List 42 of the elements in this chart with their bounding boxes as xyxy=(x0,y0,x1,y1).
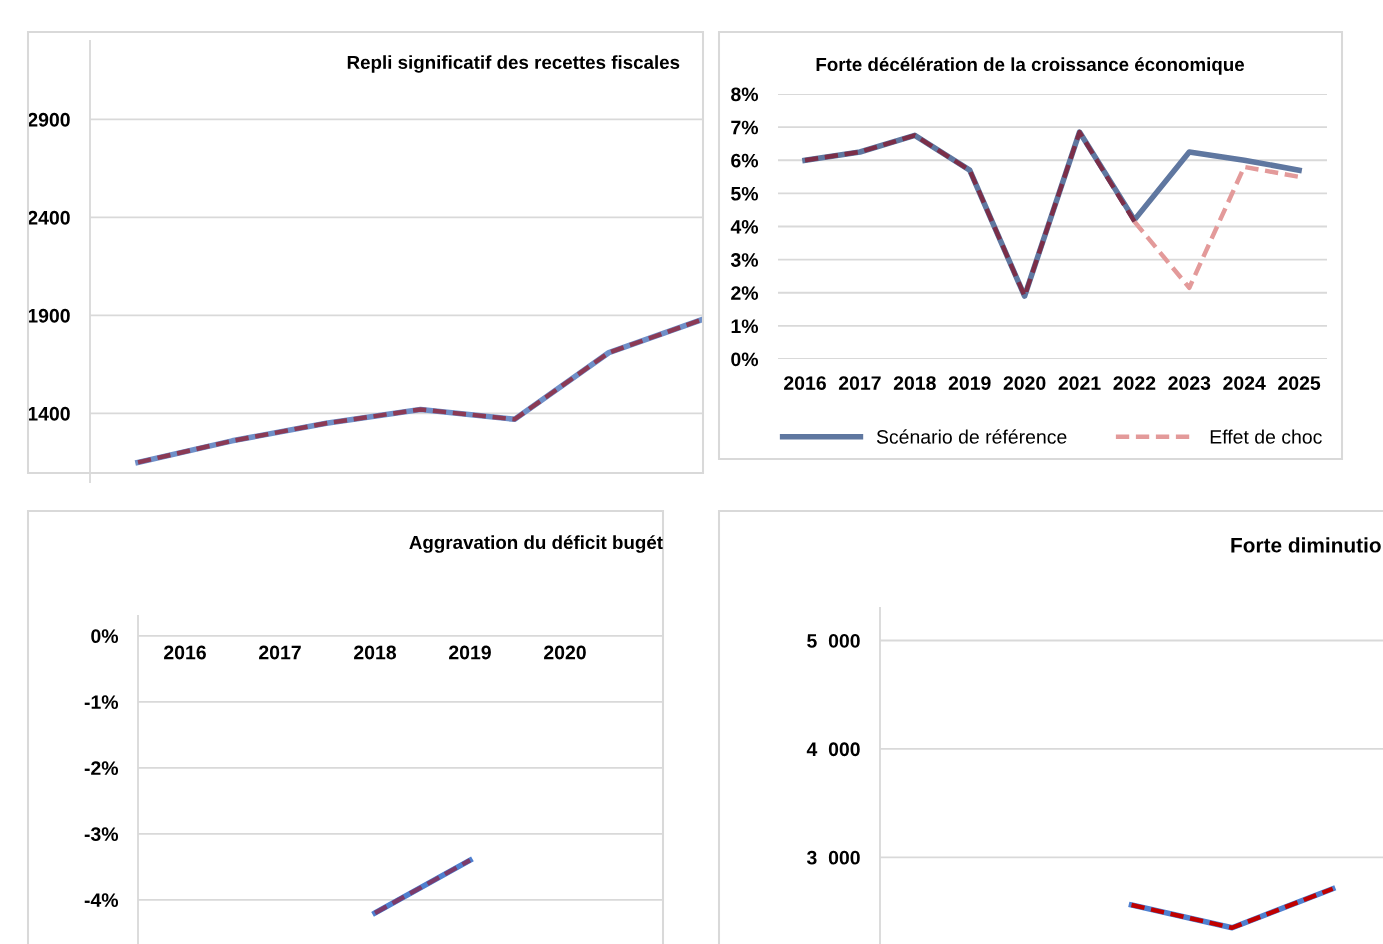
x-tick-label: 2017 xyxy=(838,376,881,390)
y-tick-label: 5% xyxy=(731,186,759,201)
chart-title: Forte diminutio xyxy=(1231,537,1381,553)
y-tick-label: -1% xyxy=(84,695,119,709)
y-tick-label: 1% xyxy=(731,319,759,334)
y-tick-label: 4% xyxy=(730,220,759,234)
y-tick-label: 7% xyxy=(731,120,759,135)
y-tick-label: 2% xyxy=(731,286,759,300)
y-tick-label: 0% xyxy=(91,629,119,644)
y-tick-label: 1900 xyxy=(28,308,70,323)
text: Repli significatif des recettes fiscales xyxy=(347,55,680,73)
chart-title: Forte décélération de la croissance économique xyxy=(816,57,1245,75)
x-tick-label: 2022 xyxy=(1113,376,1156,390)
y-tick-label: 3% xyxy=(730,253,759,267)
y-tick-label: -3% xyxy=(84,827,119,842)
x-tick-label: 2024 xyxy=(1223,376,1266,390)
y-tick-label: 6% xyxy=(731,153,759,168)
y-tick-label: 0% xyxy=(731,352,759,367)
chart-title: Aggravation du déficit bugét xyxy=(409,535,663,553)
x-tick-label: 2023 xyxy=(1168,376,1211,390)
x-tick-label: 2020 xyxy=(1003,376,1046,390)
y-tick-label: 8% xyxy=(731,87,759,102)
y-tick-label: 2900 xyxy=(27,112,70,127)
x-tick-label: 2017 xyxy=(259,645,301,660)
x-tick-label: 2016 xyxy=(784,376,826,390)
y-tick-label: 1400 xyxy=(28,406,70,421)
x-tick-label: 2016 xyxy=(164,645,206,660)
x-tick-label: 2021 xyxy=(1058,376,1101,390)
x-tick-label: 2018 xyxy=(893,376,936,390)
y-tick-label: -4% xyxy=(84,893,119,907)
y-tick-label: 4 000 xyxy=(806,742,860,757)
legend-label: Scénario de référence xyxy=(876,429,1067,444)
x-tick-label: 2020 xyxy=(544,645,586,660)
x-tick-label: 2019 xyxy=(449,645,491,660)
y-tick-label: 3 000 xyxy=(806,850,860,865)
legend-label: Effet de choc xyxy=(1210,429,1322,444)
x-tick-label: 2019 xyxy=(948,376,991,390)
x-tick-label: 2025 xyxy=(1278,376,1321,390)
y-tick-label: 5 000 xyxy=(807,633,860,648)
y-tick-label: -2% xyxy=(84,761,119,775)
x-tick-label: 2018 xyxy=(354,645,397,660)
y-tick-label: 2400 xyxy=(27,210,70,225)
